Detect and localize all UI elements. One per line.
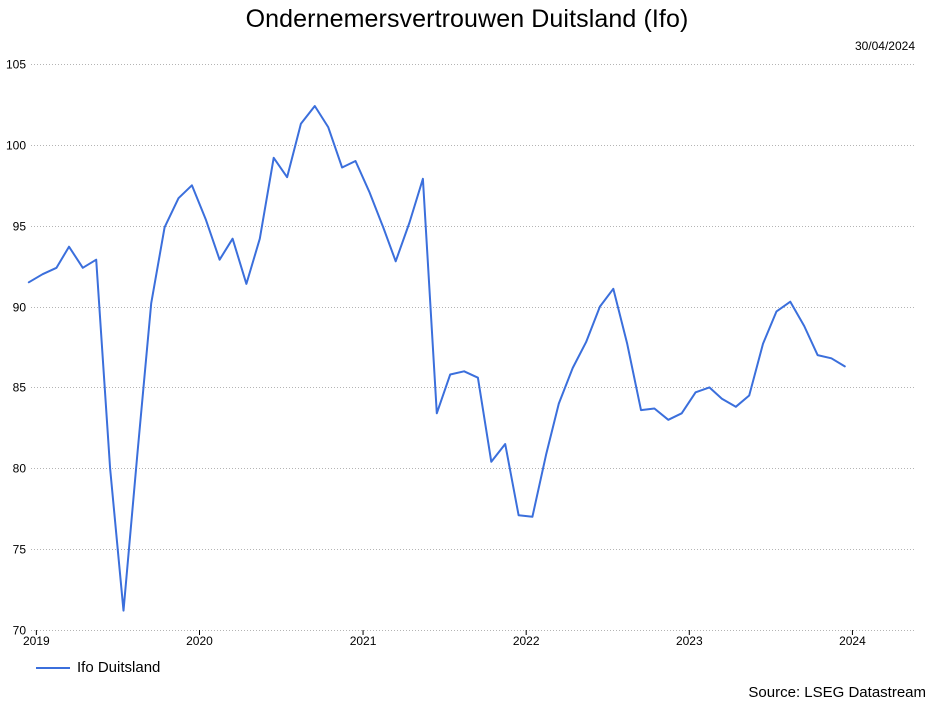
x-tick-label: 2024 bbox=[839, 634, 866, 648]
legend-label: Ifo Duitsland bbox=[77, 659, 161, 676]
x-tick-label: 2019 bbox=[23, 634, 50, 648]
source-label: Source: LSEG Datastream bbox=[748, 684, 926, 701]
series-line-0 bbox=[27, 105, 846, 612]
y-tick-label: 90 bbox=[13, 301, 27, 315]
y-tick-label: 80 bbox=[13, 462, 27, 476]
date-label: 30/04/2024 bbox=[854, 39, 915, 53]
chart-title: Ondernemersvertrouwen Duitsland (Ifo) bbox=[245, 5, 689, 33]
y-tick-label: 85 bbox=[13, 381, 27, 395]
y-tick-label: 100 bbox=[6, 139, 26, 153]
x-tick-label: 2021 bbox=[350, 634, 377, 648]
x-tick-label: 2022 bbox=[513, 634, 540, 648]
y-tick-label: 95 bbox=[13, 220, 27, 234]
x-tick-label: 2023 bbox=[676, 634, 703, 648]
legend-swatch bbox=[36, 666, 70, 669]
series-layer bbox=[27, 105, 846, 612]
x-tick-label: 2020 bbox=[186, 634, 213, 648]
y-tick-label: 75 bbox=[13, 543, 27, 557]
x-axis-ticks: 2019 2020 2021 2022 2023 2024 bbox=[23, 630, 866, 648]
legend: Ifo Duitsland bbox=[36, 659, 160, 676]
grid-lines bbox=[31, 64, 915, 631]
y-tick-label: 70 bbox=[13, 624, 27, 638]
y-axis-ticks: 70 75 80 85 90 95 100 105 bbox=[6, 58, 26, 638]
y-tick-label: 105 bbox=[6, 58, 26, 72]
